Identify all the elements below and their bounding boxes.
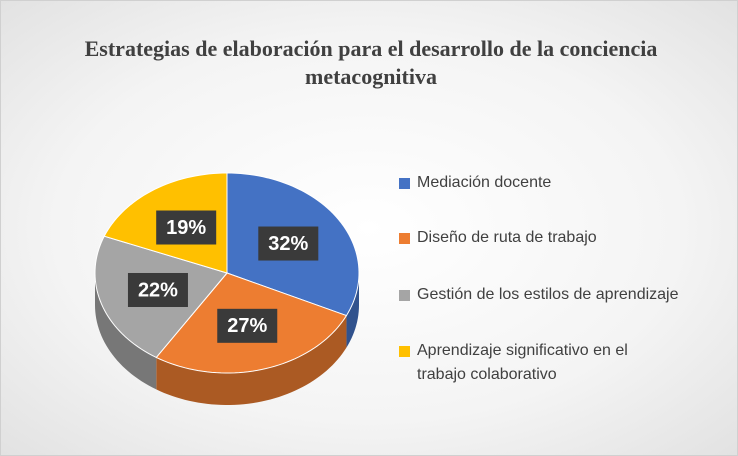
data-label-box bbox=[258, 226, 319, 261]
legend-item: Mediación docente bbox=[399, 171, 737, 195]
legend-item: Diseño de ruta de trabajo bbox=[399, 226, 737, 250]
legend-swatch bbox=[399, 346, 410, 357]
legend-label: Aprendizaje significativo en el trabajo … bbox=[417, 342, 628, 383]
data-label: 19% bbox=[166, 217, 206, 239]
legend-swatch bbox=[399, 178, 410, 189]
legend-label: Diseño de ruta de trabajo bbox=[417, 229, 597, 246]
pie-side bbox=[95, 273, 157, 390]
pie-side bbox=[156, 315, 347, 405]
data-label: 22% bbox=[138, 279, 178, 301]
data-label: 27% bbox=[227, 315, 267, 337]
legend-label: Mediación docente bbox=[417, 174, 552, 191]
chart-title: Estrategias de elaboración para el desar… bbox=[84, 36, 658, 89]
data-label-box bbox=[156, 210, 217, 245]
data-label-box bbox=[127, 272, 188, 307]
legend-label: Gestión de los estilos de aprendizaje bbox=[417, 286, 679, 303]
data-label-box bbox=[217, 308, 278, 343]
legend-item: Gestión de los estilos de aprendizaje bbox=[399, 283, 737, 307]
legend-swatch bbox=[399, 290, 410, 301]
pie-side bbox=[346, 273, 359, 348]
data-label: 32% bbox=[268, 233, 308, 255]
legend-swatch bbox=[399, 233, 410, 244]
legend-item: Aprendizaje significativo en el trabajo … bbox=[399, 339, 657, 387]
